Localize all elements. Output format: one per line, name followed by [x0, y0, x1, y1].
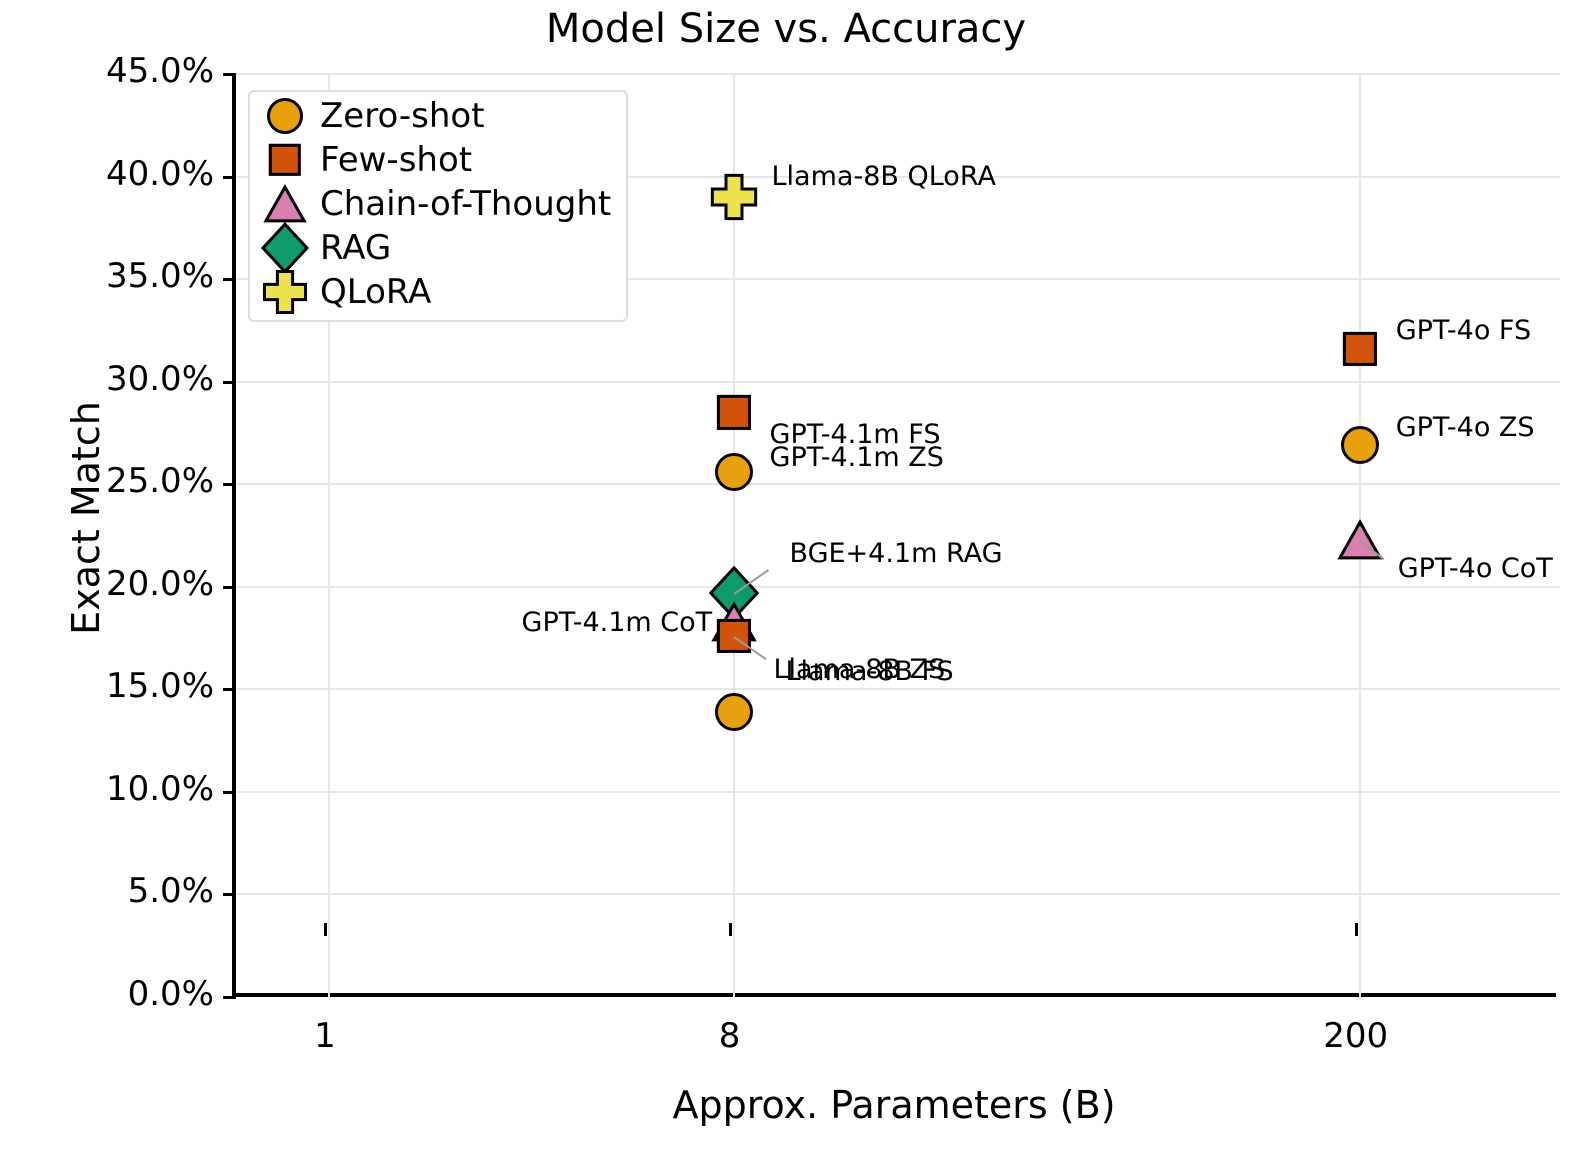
- gridline-horizontal: [236, 585, 1560, 588]
- y-tick-mark: [223, 73, 236, 76]
- data-point-square[interactable]: [1342, 331, 1377, 366]
- gridline-vertical: [732, 74, 735, 997]
- data-point-circle[interactable]: [714, 692, 753, 731]
- y-tick-label: 40.0%: [105, 153, 214, 194]
- data-point-plus[interactable]: [709, 172, 758, 221]
- gridline-horizontal: [236, 790, 1560, 793]
- gridline-horizontal: [236, 380, 1560, 383]
- legend-label: RAG: [320, 228, 392, 268]
- gridline-horizontal: [236, 893, 1560, 896]
- y-tick-label: 20.0%: [105, 563, 214, 604]
- marker-plus-icon: [261, 268, 308, 315]
- data-point-square[interactable]: [716, 395, 751, 430]
- x-tick-label: 200: [1323, 1016, 1389, 1056]
- x-tick-label: 8: [718, 1016, 741, 1056]
- y-tick-mark: [223, 996, 236, 999]
- y-tick-mark: [223, 585, 236, 589]
- legend-swatch: [250, 268, 320, 315]
- data-point-label: GPT-4.1m FS: [769, 419, 941, 451]
- legend-item-few-shot[interactable]: Few-shot: [250, 138, 630, 182]
- chart-legend: Zero-shot Few-shot Chain-of-Thought RAG QLoR…: [248, 90, 628, 322]
- y-tick-mark: [223, 688, 236, 692]
- data-point-label: Llama-8B ZS: [773, 653, 946, 685]
- data-point-label: GPT-4o CoT: [1397, 552, 1553, 584]
- marker-triangle-icon: [263, 184, 307, 224]
- legend-label: Zero-shot: [320, 96, 485, 136]
- x-tick-mark: [728, 923, 732, 936]
- legend-label: Few-shot: [320, 140, 473, 180]
- y-tick-mark: [223, 278, 236, 282]
- data-point-label: GPT-4o ZS: [1395, 412, 1535, 444]
- legend-item-zero-shot[interactable]: Zero-shot: [250, 94, 630, 138]
- legend-item-chain-of-thought[interactable]: Chain-of-Thought: [250, 182, 630, 226]
- legend-swatch: [250, 182, 320, 226]
- y-tick-mark: [223, 380, 236, 384]
- x-tick-mark: [323, 923, 327, 936]
- data-point-label: GPT-4o FS: [1395, 314, 1532, 346]
- x-tick-mark: [1354, 923, 1358, 936]
- legend-item-qlora[interactable]: QLoRA: [250, 268, 630, 315]
- data-point-label: Llama-8B FS: [785, 656, 954, 687]
- legend-item-rag[interactable]: RAG: [250, 222, 630, 274]
- y-tick-mark: [223, 790, 236, 794]
- data-point-label: BGE+4.1m RAG: [789, 537, 1003, 569]
- y-tick-label: 30.0%: [105, 358, 214, 399]
- y-tick-label: 5.0%: [127, 871, 214, 912]
- x-axis-label: Approx. Parameters (B): [672, 1083, 1116, 1127]
- legend-label: Chain-of-Thought: [320, 184, 612, 224]
- data-point-label: Llama-8B QLoRA: [771, 161, 996, 193]
- gridline-horizontal: [236, 688, 1560, 691]
- gridline-horizontal: [236, 73, 1560, 75]
- marker-square-icon: [268, 143, 302, 177]
- legend-swatch: [250, 222, 320, 274]
- y-tick-mark: [223, 483, 236, 487]
- y-tick-label: 0.0%: [127, 974, 214, 1014]
- data-point-circle[interactable]: [714, 452, 753, 491]
- y-tick-mark: [223, 893, 236, 897]
- legend-swatch: [250, 138, 320, 182]
- y-tick-label: 35.0%: [105, 256, 214, 297]
- marker-diamond-icon: [260, 221, 310, 275]
- marker-circle-icon: [267, 98, 303, 134]
- legend-swatch: [250, 94, 320, 138]
- legend-label: QLoRA: [320, 272, 432, 312]
- data-point-label: GPT-4.1m ZS: [769, 441, 944, 473]
- y-tick-label: 25.0%: [105, 461, 214, 502]
- data-point-label: GPT-4.1m CoT: [521, 606, 713, 638]
- gridline-horizontal: [236, 278, 1560, 281]
- y-tick-mark: [223, 175, 236, 179]
- y-tick-label: 15.0%: [105, 666, 214, 707]
- y-tick-label: 45.0%: [105, 51, 214, 91]
- gridline-vertical: [327, 74, 330, 997]
- x-tick-label: 1: [314, 1016, 336, 1056]
- data-point-circle[interactable]: [1340, 426, 1379, 465]
- chart-title: Model Size vs. Accuracy: [545, 6, 1027, 52]
- gridline-horizontal: [236, 483, 1560, 486]
- data-point-square[interactable]: [716, 618, 751, 654]
- y-tick-label: 10.0%: [105, 768, 214, 809]
- gridline-horizontal: [236, 175, 1560, 178]
